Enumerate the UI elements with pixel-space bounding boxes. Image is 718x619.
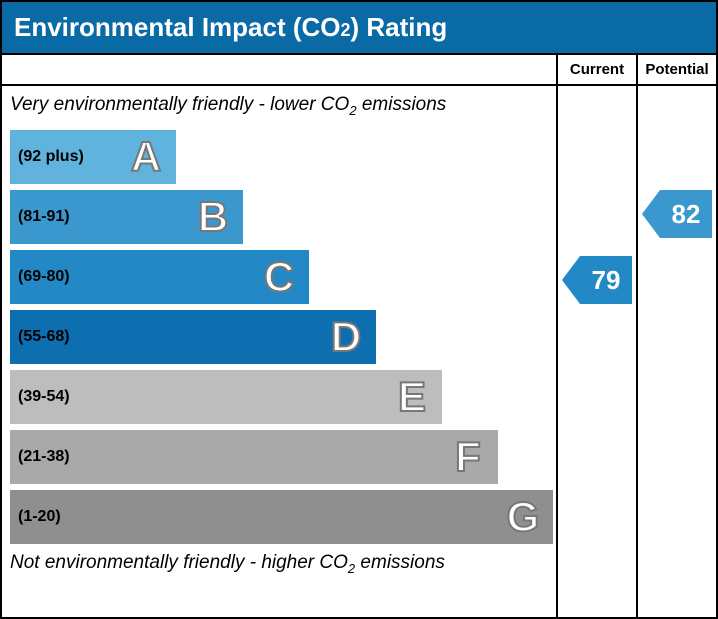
- band-letter-f: F: [446, 433, 490, 481]
- title-suffix: ) Rating: [351, 12, 448, 42]
- band-bar-f: (21-38) F: [10, 430, 498, 484]
- header-potential: Potential: [636, 55, 716, 84]
- band-bar-b: (81-91) B: [10, 190, 243, 244]
- bars-holder: (92 plus) A (81-91) B (69-80) C (55-68) D (39-54…: [2, 130, 556, 544]
- band-letter-b: B: [191, 193, 235, 241]
- svg-text:A: A: [131, 133, 161, 180]
- band-letter-c: C: [257, 253, 301, 301]
- band-letter-g: G: [501, 493, 545, 541]
- epc-rating-chart: Environmental Impact (CO2) Rating Curren…: [0, 0, 718, 619]
- svg-text:E: E: [398, 373, 426, 420]
- svg-text:F: F: [455, 433, 481, 480]
- rating-value-potential: 82: [660, 190, 712, 238]
- current-column: 79: [556, 86, 636, 617]
- band-bar-e: (39-54) E: [10, 370, 442, 424]
- header-current: Current: [556, 55, 636, 84]
- svg-text:D: D: [330, 313, 360, 360]
- band-range: (81-91): [10, 208, 70, 226]
- rating-arrow-current: 79: [562, 256, 632, 304]
- column-header-row: Current Potential: [2, 55, 716, 86]
- chart-title: Environmental Impact (CO2) Rating: [2, 2, 716, 55]
- band-letter-e: E: [390, 373, 434, 421]
- band-letter-d: D: [324, 313, 368, 361]
- band-bar-d: (55-68) D: [10, 310, 376, 364]
- svg-text:G: G: [507, 493, 540, 540]
- caption-top: Very environmentally friendly - lower CO…: [2, 92, 556, 124]
- svg-text:B: B: [198, 193, 228, 240]
- band-range: (21-38): [10, 448, 70, 466]
- rating-value-current: 79: [580, 256, 632, 304]
- header-spacer: [2, 55, 556, 84]
- band-bar-c: (69-80) C: [10, 250, 309, 304]
- band-letter-a: A: [124, 133, 168, 181]
- band-range: (92 plus): [10, 148, 84, 166]
- title-prefix: Environmental Impact (CO: [14, 12, 341, 42]
- chart-body: Very environmentally friendly - lower CO…: [2, 86, 716, 617]
- svg-text:C: C: [264, 253, 294, 300]
- rating-arrow-potential: 82: [642, 190, 712, 238]
- band-range: (1-20): [10, 508, 61, 526]
- band-bar-g: (1-20) G: [10, 490, 553, 544]
- band-range: (39-54): [10, 388, 70, 406]
- potential-column: 82: [636, 86, 716, 617]
- band-range: (69-80): [10, 268, 70, 286]
- band-range: (55-68): [10, 328, 70, 346]
- caption-bottom: Not environmentally friendly - higher CO…: [2, 550, 556, 582]
- band-bar-a: (92 plus) A: [10, 130, 176, 184]
- title-sub: 2: [341, 20, 351, 40]
- bands-area: Very environmentally friendly - lower CO…: [2, 86, 556, 617]
